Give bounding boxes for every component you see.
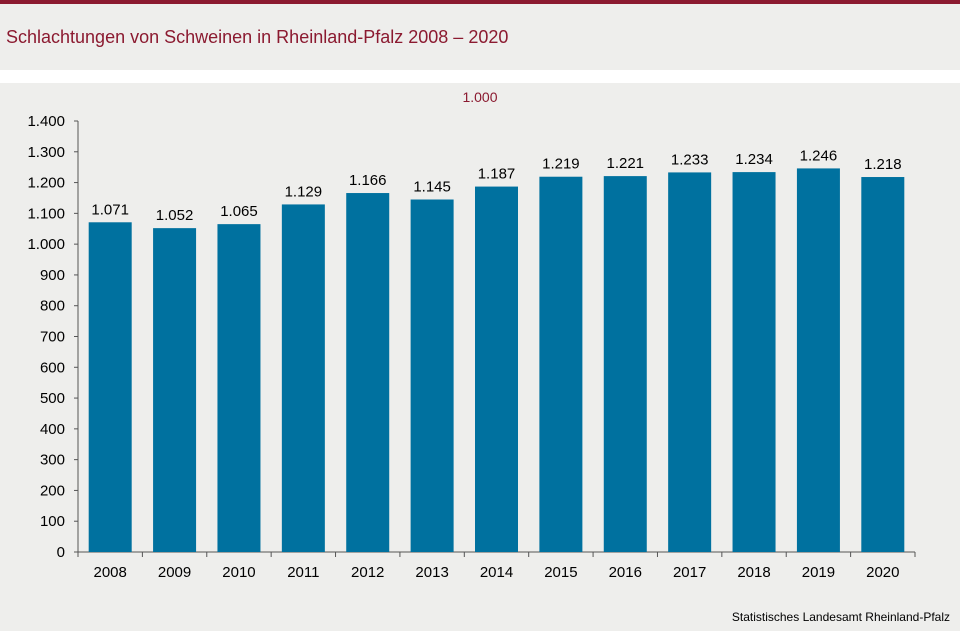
x-tick-label: 2016 <box>609 564 642 581</box>
data-label: 1.071 <box>91 201 129 218</box>
bar <box>603 176 647 552</box>
chart-title: Schlachtungen von Schweinen in Rheinland… <box>6 27 509 47</box>
y-tick-label: 100 <box>40 513 65 530</box>
y-tick-label: 800 <box>40 298 65 315</box>
bar <box>410 199 454 552</box>
data-label: 1.187 <box>478 166 516 183</box>
y-tick-label: 900 <box>40 267 65 284</box>
x-tick-label: 2014 <box>480 564 513 581</box>
y-tick-label: 1.000 <box>27 236 65 253</box>
bar <box>732 172 776 552</box>
x-tick-label: 2011 <box>287 564 319 581</box>
data-label: 1.065 <box>220 203 258 220</box>
data-label: 1.233 <box>671 151 709 168</box>
x-tick-label: 2017 <box>673 564 706 581</box>
y-tick-label: 0 <box>57 544 65 561</box>
y-tick-label: 200 <box>40 482 65 499</box>
bar <box>281 204 325 552</box>
data-label: 1.145 <box>413 179 451 196</box>
data-label: 1.246 <box>800 147 838 164</box>
data-label: 1.218 <box>864 156 902 173</box>
bar <box>88 222 132 552</box>
bar <box>668 172 712 552</box>
x-tick-label: 2010 <box>222 564 255 581</box>
data-label: 1.234 <box>735 151 773 168</box>
y-tick-label: 400 <box>40 421 65 438</box>
header-band <box>0 4 960 70</box>
y-tick-label: 300 <box>40 452 65 469</box>
unit-label: 1.000 <box>462 89 498 105</box>
y-tick-label: 1.200 <box>27 175 65 192</box>
x-tick-label: 2012 <box>351 564 384 581</box>
bar <box>796 168 840 552</box>
y-tick-label: 600 <box>40 359 65 376</box>
data-label: 1.129 <box>285 183 323 200</box>
bar <box>153 228 197 553</box>
bar <box>539 176 583 552</box>
data-label: 1.166 <box>349 172 387 189</box>
x-tick-label: 2009 <box>158 564 191 581</box>
data-label: 1.221 <box>606 155 644 172</box>
x-tick-label: 2019 <box>802 564 835 581</box>
x-tick-label: 2018 <box>737 564 770 581</box>
bar <box>861 177 905 552</box>
y-tick-label: 1.100 <box>27 205 65 222</box>
header-separator <box>0 70 960 83</box>
x-tick-label: 2015 <box>544 564 577 581</box>
data-label: 1.219 <box>542 156 580 173</box>
y-tick-label: 700 <box>40 329 65 346</box>
y-tick-label: 500 <box>40 390 65 407</box>
x-tick-label: 2008 <box>94 564 127 581</box>
top-rule <box>0 0 960 4</box>
bar <box>217 224 261 552</box>
data-label: 1.052 <box>156 207 194 224</box>
bar <box>346 193 390 552</box>
x-tick-label: 2020 <box>866 564 899 581</box>
y-tick-label: 1.300 <box>27 144 65 161</box>
x-tick-label: 2013 <box>415 564 448 581</box>
y-tick-label: 1.400 <box>27 113 65 130</box>
bar <box>475 186 518 552</box>
source-note: Statistisches Landesamt Rheinland-Pfalz <box>731 610 950 624</box>
